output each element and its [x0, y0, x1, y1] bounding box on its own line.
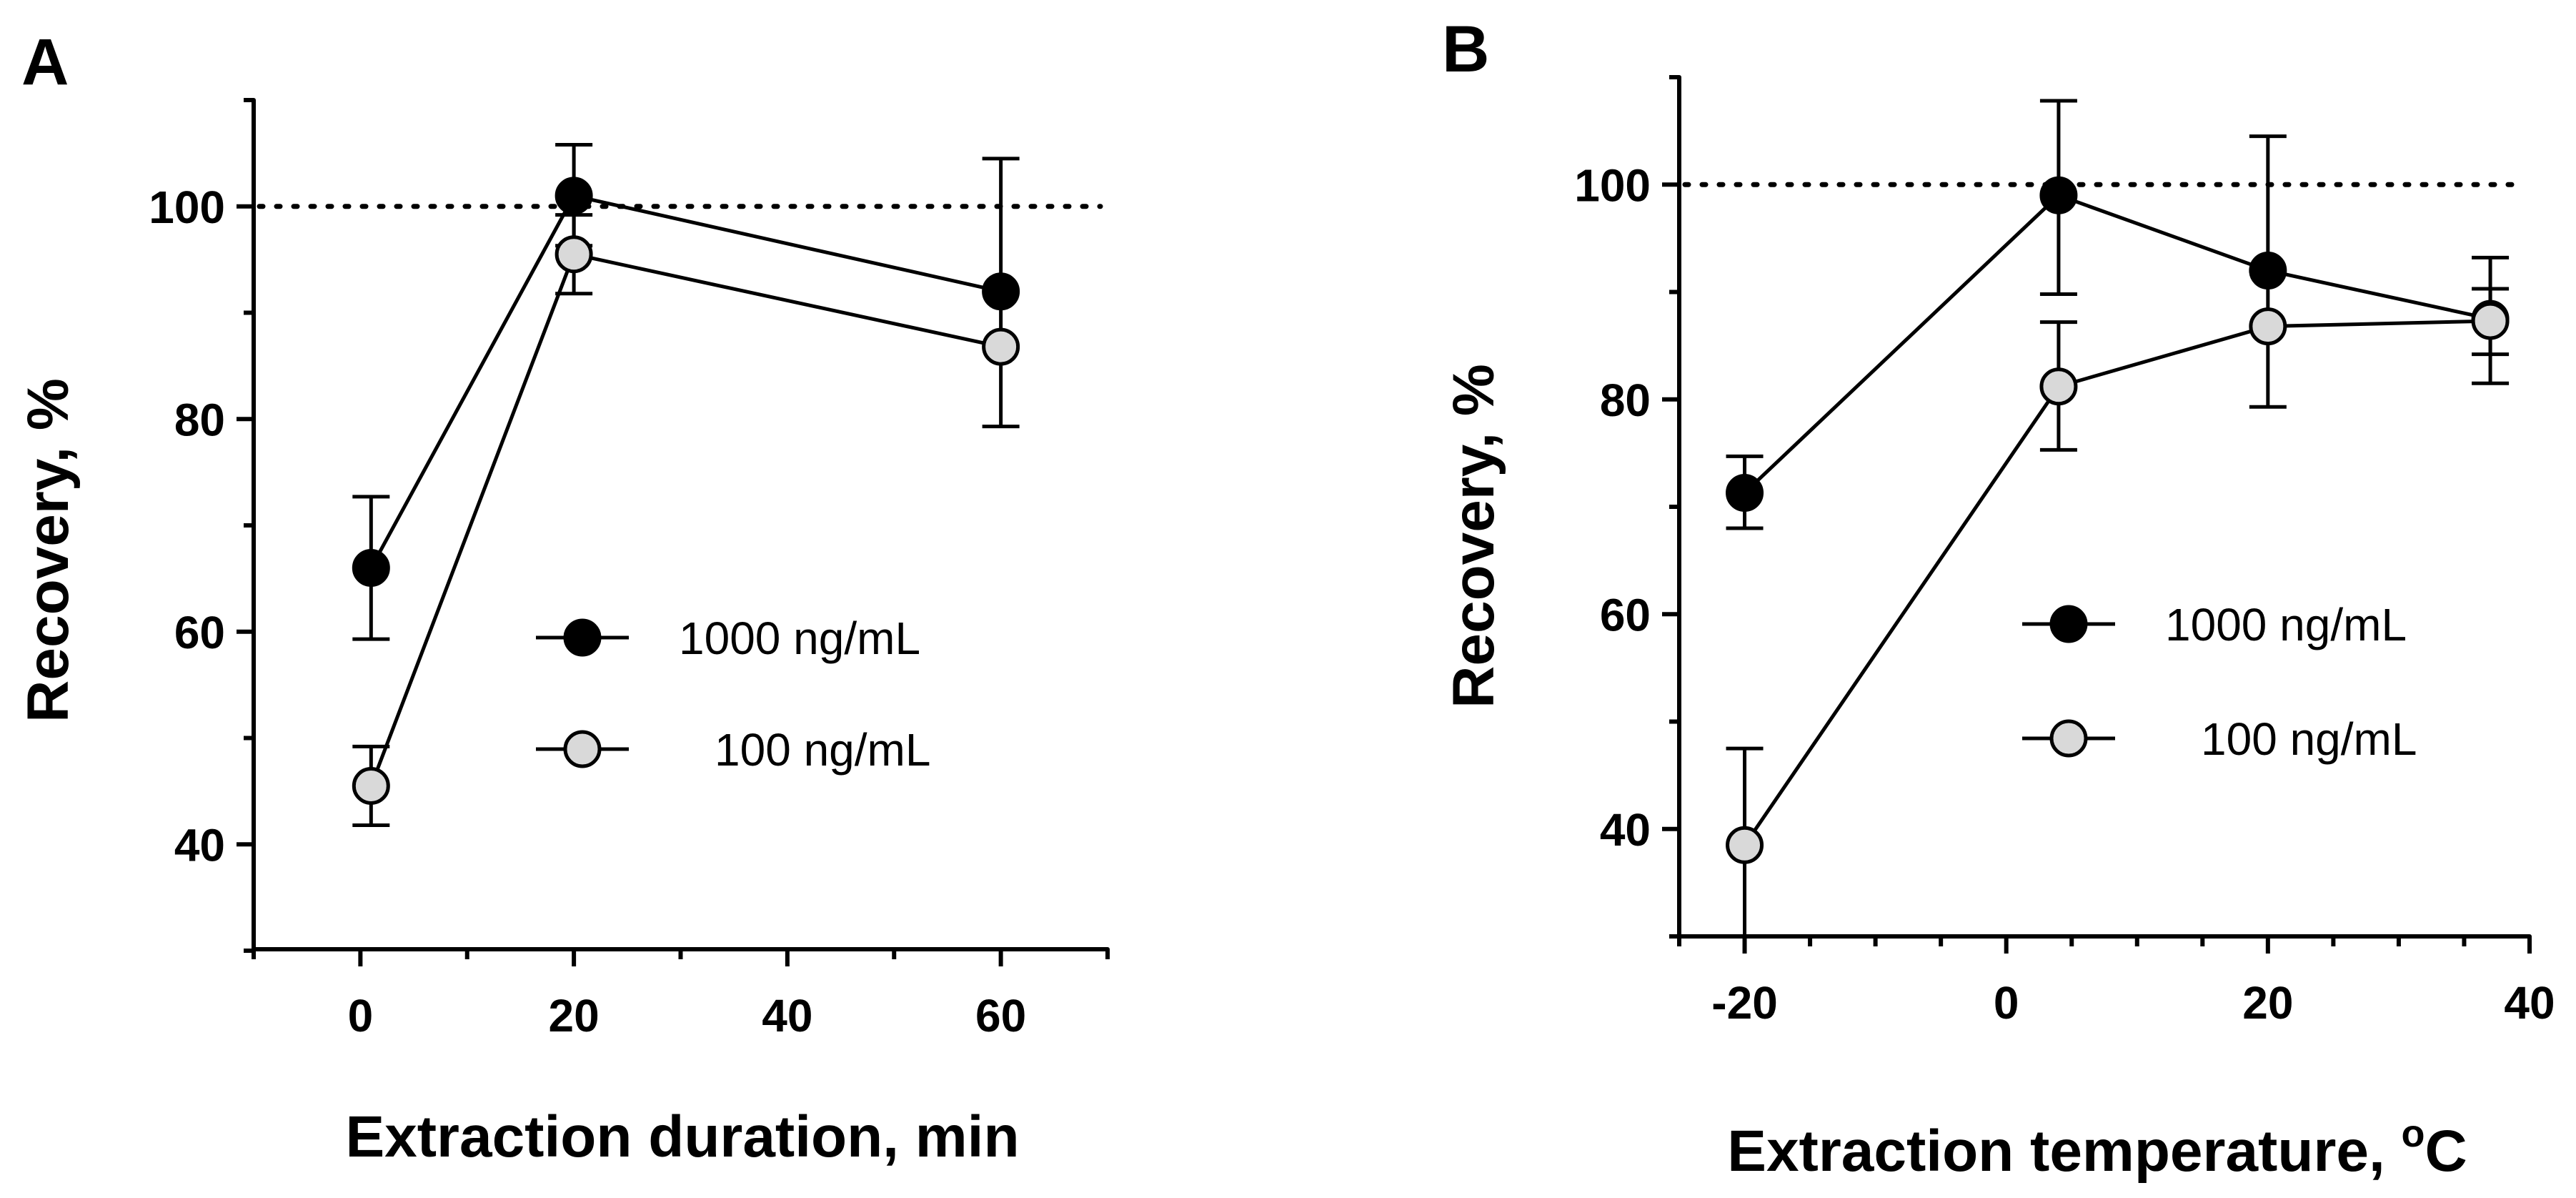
x-tick-label: -20 — [1711, 977, 1778, 1029]
y-axis-title: Recovery, % — [16, 378, 81, 723]
data-point — [1726, 473, 1764, 512]
x-tick-label: 40 — [2504, 977, 2555, 1029]
x-tick-label: 20 — [549, 990, 600, 1041]
series-line — [1743, 193, 2491, 495]
y-tick-label: 80 — [174, 394, 225, 445]
data-point — [555, 235, 593, 274]
data-point — [352, 766, 390, 805]
panel-b-letter: B — [1442, 13, 1489, 86]
x-axis-title: Extraction temperature, oC — [1727, 1112, 2467, 1184]
y-tick-label: 40 — [174, 819, 225, 871]
x-axis-title-text: Extraction temperature, — [1727, 1119, 2401, 1184]
y-tick-label: 100 — [1574, 159, 1651, 211]
legend-label: 1000 ng/mL — [2165, 599, 2407, 650]
data-point — [352, 549, 390, 587]
series-line — [1743, 319, 2491, 846]
legend-marker — [563, 618, 602, 657]
data-point — [2039, 367, 2078, 406]
data-point — [555, 177, 593, 215]
x-axis-title-text: Extraction duration, min — [345, 1104, 1019, 1169]
y-tick-label: 80 — [1600, 375, 1651, 426]
series-line — [369, 194, 1002, 569]
x-tick-label: 60 — [975, 990, 1026, 1041]
panel-a: A 40 60 80 100 0 20 40 60 1000 ng/mL 100 ng/mL Rec… — [16, 26, 1110, 1169]
x-axis-title: Extraction duration, min — [345, 1104, 1019, 1169]
legend-marker — [2049, 719, 2088, 758]
legend-marker — [563, 730, 602, 768]
y-axis-title: Recovery, % — [1441, 364, 1506, 708]
data-point — [2249, 307, 2287, 346]
x-tick-label: 0 — [1994, 977, 2019, 1029]
data-point — [982, 327, 1020, 366]
panel-a-letter: A — [21, 26, 69, 99]
panel-b: B 40 60 80 100 -20 0 20 40 1000 ng/mL 100 ng/mL Re… — [1441, 13, 2555, 1184]
y-tick-label: 60 — [174, 607, 225, 658]
data-point — [2471, 302, 2510, 340]
series-line — [369, 252, 1002, 787]
y-tick-label: 100 — [149, 182, 225, 233]
x-tick-label: 0 — [348, 990, 374, 1041]
x-tick-label: 20 — [2242, 977, 2293, 1029]
y-tick-label: 60 — [1600, 589, 1651, 640]
legend-label: 1000 ng/mL — [679, 613, 920, 664]
legend-label: 100 ng/mL — [715, 724, 930, 776]
y-tick-label: 40 — [1600, 804, 1651, 856]
legend-marker — [2049, 605, 2088, 643]
data-point — [2039, 176, 2078, 214]
x-axis-title-degree: o — [2402, 1112, 2425, 1155]
legend-label: 100 ng/mL — [2201, 713, 2417, 765]
data-point — [1726, 826, 1764, 864]
x-axis-title-unit: C — [2425, 1119, 2467, 1184]
x-tick-label: 40 — [762, 990, 812, 1041]
